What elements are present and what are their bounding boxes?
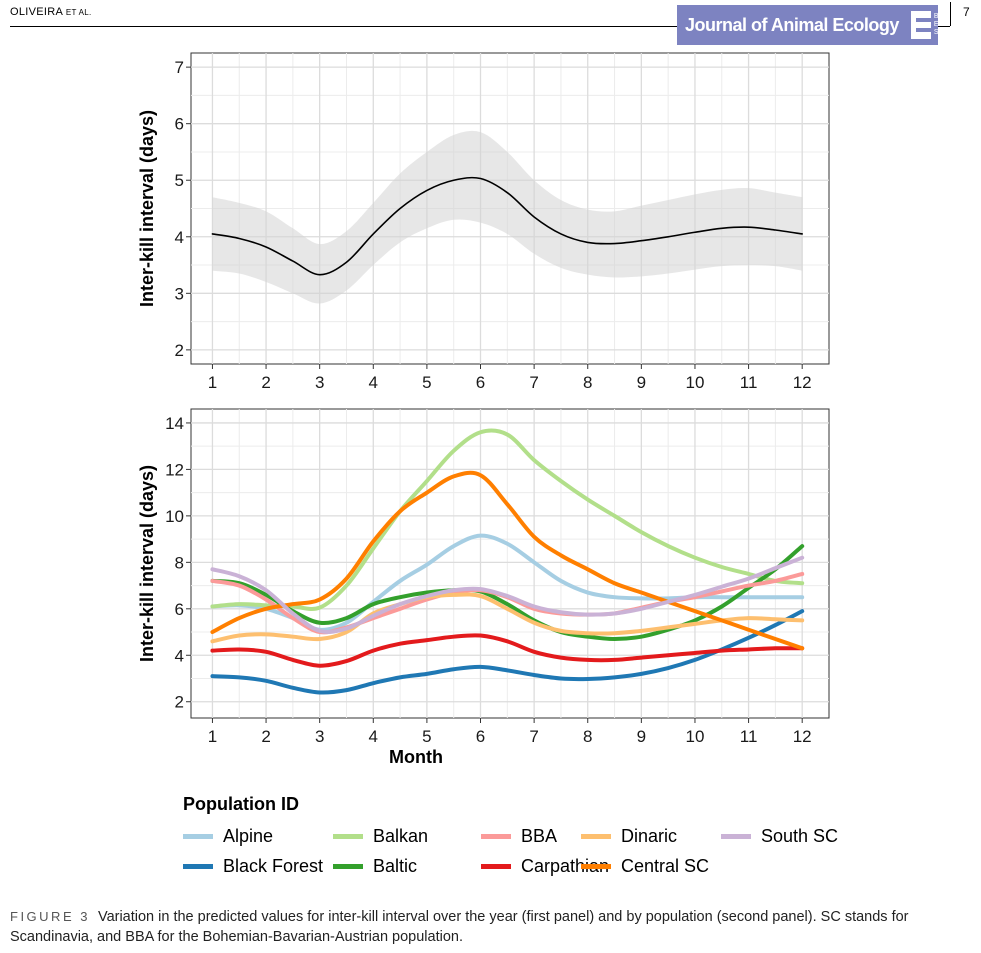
society-name: BRITISH ECOLOGICAL SOCIETY <box>933 13 981 36</box>
legend-item-balkan: Balkan <box>333 826 428 847</box>
x-tick-label: 9 <box>637 373 646 392</box>
legend-item-dinaric: Dinaric <box>581 826 677 847</box>
x-tick-label: 3 <box>315 373 324 392</box>
legend-label: BBA <box>521 826 558 846</box>
legend-label: Central SC <box>621 856 710 876</box>
y-tick-label: 5 <box>175 171 184 190</box>
series-line-south-sc <box>210 555 805 634</box>
y-tick-label: 8 <box>175 553 184 572</box>
legend-title: Population ID <box>183 794 299 814</box>
x-tick-label: 5 <box>422 727 431 746</box>
series-line-mean <box>211 176 803 276</box>
legend-label: Carpathian <box>521 856 610 876</box>
x-tick-label: 10 <box>686 373 705 392</box>
x-tick-label: 5 <box>422 373 431 392</box>
x-axis-title: Month <box>389 747 443 767</box>
legend-item-central-sc: Central SC <box>581 856 709 877</box>
y-tick-label: 2 <box>175 341 184 360</box>
y-tick-label: 4 <box>175 228 184 247</box>
x-tick-label: 7 <box>529 727 538 746</box>
legend-label: Dinaric <box>621 826 678 846</box>
figure-caption: FIGURE 3 Variation in the predicted value… <box>10 907 975 947</box>
y-axis-title: Inter-kill interval (days) <box>137 465 157 662</box>
x-tick-label: 8 <box>583 373 592 392</box>
figure-label: FIGURE 3 <box>10 909 90 924</box>
x-tick-label: 12 <box>793 727 812 746</box>
journal-badge: Journal of Animal Ecology BRITISH ECOLOG… <box>677 5 981 45</box>
legend-key <box>183 864 213 869</box>
confidence-band <box>212 130 803 304</box>
legend-label: Black Forest <box>223 856 324 876</box>
y-tick-label: 6 <box>175 115 184 134</box>
x-tick-label: 2 <box>261 727 270 746</box>
x-tick-label: 1 <box>208 373 217 392</box>
series-line-dinaric <box>210 592 805 644</box>
x-tick-label: 8 <box>583 727 592 746</box>
legend-label: South SC <box>761 826 839 846</box>
series-line-baltic <box>210 544 805 642</box>
legend-key <box>581 834 611 839</box>
y-tick-label: 6 <box>175 600 184 619</box>
y-tick-label: 4 <box>175 646 184 665</box>
series-line-black-forest <box>210 609 805 695</box>
legend: Alpine Black Forest Balkan Baltic BBA Carpath… <box>183 826 883 886</box>
series-line-carpathian <box>210 633 805 668</box>
y-tick-label: 14 <box>165 414 184 433</box>
journal-name: Journal of Animal Ecology <box>685 14 899 35</box>
running-header-authors: OLIVEIRA ET AL. <box>10 6 92 18</box>
society-logo-icon <box>910 9 931 41</box>
author-suffix: ET AL. <box>65 8 92 17</box>
legend-key <box>183 834 213 839</box>
x-tick-label: 6 <box>476 727 485 746</box>
x-tick-label: 6 <box>476 373 485 392</box>
author-name: OLIVEIRA <box>10 6 63 18</box>
legend-label: Balkan <box>373 826 429 846</box>
x-tick-label: 7 <box>529 373 538 392</box>
x-tick-label: 4 <box>369 727 378 746</box>
y-tick-label: 12 <box>165 460 184 479</box>
legend-key <box>333 864 363 869</box>
plot-area <box>190 408 830 719</box>
legend-key <box>581 864 611 869</box>
x-tick-label: 10 <box>686 727 705 746</box>
legend-key <box>481 834 511 839</box>
legend-key <box>721 834 751 839</box>
header-rule <box>10 26 950 27</box>
legend-label: Baltic <box>373 856 418 876</box>
x-tick-label: 1 <box>208 727 217 746</box>
legend-item-bba: BBA <box>481 826 557 847</box>
legend-item-alpine: Alpine <box>183 826 273 847</box>
page-number-divider <box>950 2 951 26</box>
legend-item-south-sc: South SC <box>721 826 838 847</box>
x-tick-label: 4 <box>369 373 378 392</box>
page-number: 7 <box>963 5 970 19</box>
legend-label: Alpine <box>223 826 274 846</box>
legend-key <box>481 864 511 869</box>
legend-item-black-forest: Black Forest <box>183 856 323 877</box>
x-tick-label: 2 <box>261 373 270 392</box>
y-axis-title: Inter-kill interval (days) <box>137 110 157 307</box>
series-line-balkan <box>210 428 805 611</box>
x-tick-label: 3 <box>315 727 324 746</box>
series-line-central-sc <box>210 470 805 651</box>
y-tick-label: 3 <box>175 284 184 303</box>
legend-key <box>333 834 363 839</box>
x-tick-label: 11 <box>740 727 758 746</box>
x-tick-label: 12 <box>793 373 812 392</box>
legend-item-baltic: Baltic <box>333 856 417 877</box>
y-tick-label: 7 <box>175 58 184 77</box>
x-tick-label: 9 <box>637 727 646 746</box>
y-tick-label: 10 <box>165 507 184 526</box>
caption-text: Variation in the predicted values for in… <box>10 909 909 945</box>
legend-item-carpathian: Carpathian <box>481 856 609 877</box>
y-tick-label: 2 <box>175 693 184 712</box>
x-tick-label: 11 <box>740 373 758 392</box>
